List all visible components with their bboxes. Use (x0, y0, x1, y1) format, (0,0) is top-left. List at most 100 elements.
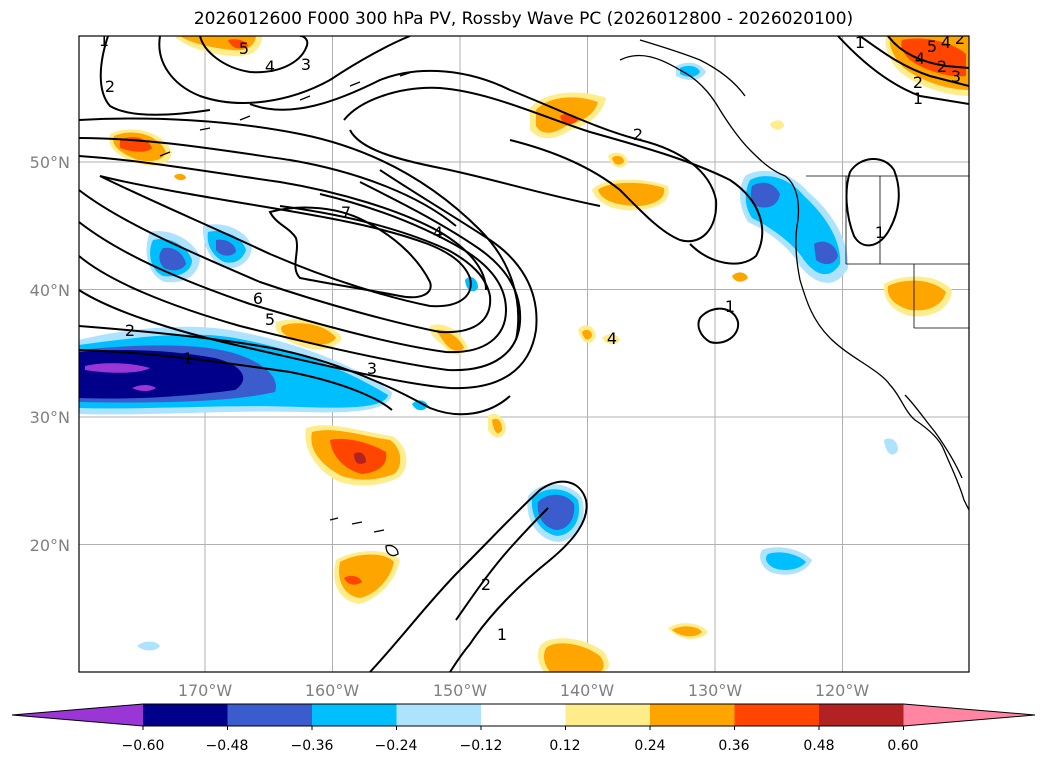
aleutian-islands (159, 71, 413, 157)
pv-contour (79, 169, 538, 390)
latitude-label: 20°N (30, 536, 70, 555)
baja-coast (904, 394, 963, 479)
positive-anomaly-blob (582, 329, 592, 340)
contour-label: 2 (633, 125, 643, 144)
contour-label: 5 (927, 37, 937, 56)
contour-label: 1 (725, 297, 735, 316)
pv-contour (837, 36, 969, 105)
pv-contour (268, 206, 432, 299)
contour-label: 2 (125, 321, 135, 340)
contour-label: 6 (253, 289, 263, 308)
negative-anomaly-blob (750, 182, 780, 208)
contour-label: 5 (265, 310, 275, 329)
positive-anomaly-blob (612, 155, 624, 165)
positive-anomaly-blob (436, 329, 464, 351)
contour-label: 1 (497, 625, 507, 644)
negative-anomaly-blob (766, 552, 806, 570)
contour-label: 1 (855, 33, 865, 52)
longitude-labels: 170°W 160°W 150°W 140°W 130°W 120°W (178, 681, 870, 700)
colorbar-segment (481, 704, 566, 726)
longitude-label: 130°W (688, 681, 743, 700)
contour-label: 1 (913, 89, 923, 108)
negative-anomaly-blob (537, 494, 575, 530)
pv-contour (99, 175, 472, 308)
pv-anomaly-shading (79, 36, 969, 672)
colorbar-segment (396, 704, 482, 726)
contour-label: 4 (915, 49, 925, 68)
coastlines (159, 39, 969, 557)
pv-contours (79, 36, 969, 672)
pv-contour (79, 325, 511, 416)
positive-anomaly-blob (887, 280, 946, 311)
longitude-label: 160°W (305, 681, 360, 700)
colorbar-tick-label: 0.12 (549, 738, 580, 754)
colorbar-tick-label: −0.12 (460, 738, 503, 754)
map-title: 2026012600 F000 300 hPa PV, Rossby Wave … (193, 9, 854, 29)
colorbar-segment (650, 704, 735, 726)
contour-label: 2 (913, 73, 923, 92)
pv-contour (79, 181, 522, 372)
positive-anomaly-blob (344, 575, 362, 585)
positive-anomaly-blob (338, 554, 394, 598)
longitude-label: 120°W (815, 681, 870, 700)
positive-anomaly-blob (602, 334, 620, 345)
pv-contour (199, 36, 309, 74)
pv-contour (859, 36, 969, 87)
positive-anomaly-blob (770, 120, 784, 130)
colorbar-tick-label: −0.24 (375, 738, 418, 754)
positive-anomaly-blob (598, 182, 665, 206)
colorbar-tick-label: 0.36 (718, 738, 749, 754)
colorbar-tick-label: −0.60 (122, 738, 165, 754)
hawaii-islands (329, 517, 399, 557)
positive-anomaly-blob (672, 626, 702, 637)
negative-anomaly-blob (137, 641, 160, 651)
negative-anomaly-band-peak (85, 363, 150, 373)
contour-label: 3 (301, 55, 311, 74)
pv-contour (79, 189, 492, 334)
contour-label: 4 (433, 223, 443, 242)
negative-anomaly-blob (216, 239, 236, 256)
colorbar-segment (312, 704, 397, 726)
contour-label: 2 (937, 57, 947, 76)
alaska-coast (639, 39, 746, 97)
colorbar-tick-label: 0.60 (887, 738, 918, 754)
positive-anomaly-blob (543, 643, 604, 672)
colorbar-segment (143, 704, 228, 726)
pv-contour (158, 36, 411, 104)
contour-label: 4 (265, 57, 275, 76)
negative-anomaly-blob (680, 65, 700, 77)
colorbar-tick-label: −0.48 (206, 738, 249, 754)
longitude-label: 150°W (433, 681, 488, 700)
contour-label: 2 (481, 575, 491, 594)
latitude-label: 50°N (30, 153, 70, 172)
pv-contour (845, 158, 900, 247)
contour-label: 2 (955, 29, 965, 48)
positive-anomaly-blob (492, 418, 502, 434)
colorbar-segment (565, 704, 651, 726)
pv-contour (887, 36, 969, 69)
colorbar-tick-label: 0.24 (634, 738, 665, 754)
pv-contour (79, 193, 508, 354)
pv-contour (343, 86, 764, 265)
pv-contour (455, 507, 549, 621)
pv-contour (369, 480, 588, 672)
latitude-label: 40°N (30, 281, 70, 300)
colorbar-segment (734, 704, 820, 726)
pv-contour (79, 137, 457, 227)
pv-contour (349, 129, 601, 207)
positive-anomaly-blob (228, 39, 248, 49)
pv-contour-labels: 1 2 2 2 3 4 5 7 4 6 5 2 1 3 1 2 1 4 5 4 … (99, 29, 965, 644)
north-america-coast (619, 54, 969, 511)
longitude-label: 140°W (560, 681, 615, 700)
colorbar-segment (819, 704, 904, 726)
pv-contour (249, 69, 718, 243)
negative-anomaly-blob (412, 400, 428, 411)
colorbar (11, 703, 1036, 730)
latitude-labels: 50°N 40°N 30°N 20°N (30, 153, 70, 555)
contour-label: 2 (105, 77, 115, 96)
pv-contour (79, 155, 487, 291)
negative-anomaly-blob (159, 247, 186, 271)
negative-anomaly-band-max (79, 350, 244, 399)
contour-label: 3 (951, 67, 961, 86)
